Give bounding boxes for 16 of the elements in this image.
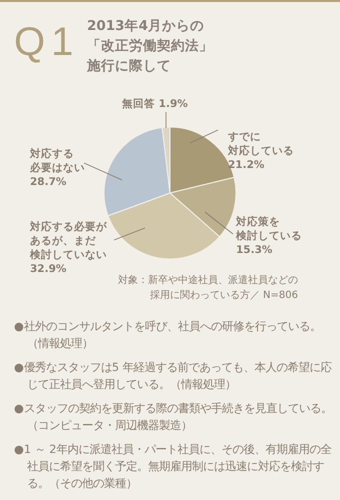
data-label: 32.9%	[30, 263, 67, 275]
text: ●スタッフの契約を更新する際の書類や手続きを見直している。（コンピュータ・周辺機器製造）	[14, 401, 333, 434]
slice-label: 対応する必要はない	[29, 147, 85, 174]
slice-label: 無回答 1.9%	[121, 97, 188, 110]
text: 対象：新卒や中途社員、派遣社員などの採用に関わっている方／ N=806	[118, 274, 298, 301]
text: ●社外のコンサルタントを呼び、社員への研修を行っている。（情報処理）	[14, 319, 322, 352]
data-label: 28.7%	[30, 176, 67, 188]
data-label: 21.2%	[228, 159, 265, 171]
chart-title: Q1	[14, 20, 80, 64]
data-label: 15.3%	[236, 244, 273, 256]
chart-subtitle: 2013年4月からの「改正労働契約法」施行に際して	[86, 18, 213, 74]
slice-label: 対応策を検討している	[235, 215, 302, 242]
text: ●優秀なスタッフは5 年経過する前であっても、本人の希望に応じて正社員へ登用している。（情報処理）	[14, 360, 333, 393]
slice-label: 対応する必要があるが、まだ検討していない	[29, 220, 108, 261]
text: ●1 ～ 2年内に派遣社員・パート社員に、その後、有期雇用の全社員に希望を聞く予定。無期雇用制には迅速に対応を検討する。（その他の業種）	[14, 442, 332, 492]
slice-label: すでに対応している	[227, 131, 294, 157]
